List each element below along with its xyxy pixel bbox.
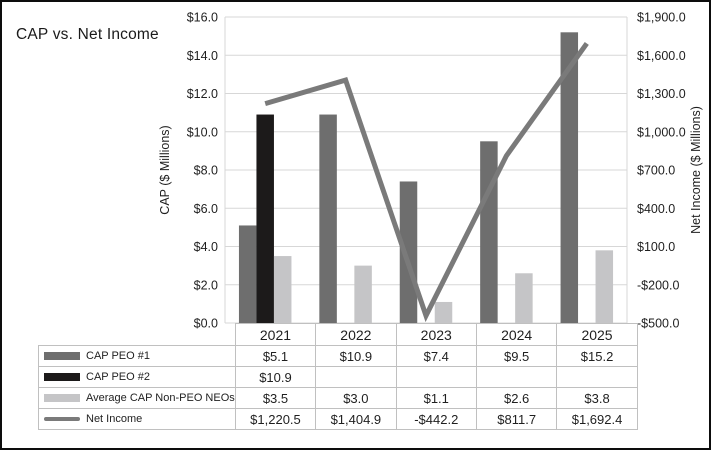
bar-average-cap-non-peo-neos-2023	[434, 301, 453, 323]
row-label: CAP PEO #1	[38, 345, 236, 367]
bar-average-cap-non-peo-neos-2022	[354, 265, 372, 323]
table-row: CAP PEO #1 $5.1 $10.9 $7.4 $9.5 $15.2	[38, 345, 638, 367]
table-cell: $811.7	[475, 408, 558, 430]
table-corner-spacer	[39, 324, 236, 346]
bar-cap-peo-1-2024	[480, 141, 498, 323]
table-cell: $10.9	[315, 345, 397, 367]
right-axis-tick: $1,600.0	[637, 49, 686, 63]
bar-cap-peo-1-2022	[319, 114, 337, 323]
right-axis-tick: $1,900.0	[637, 11, 686, 25]
right-axis-tick: -$200.0	[637, 278, 679, 292]
left-axis-tick: $8.0	[194, 164, 218, 178]
left-axis-tick: $14.0	[187, 49, 218, 63]
left-axis-tick: $4.0	[194, 240, 218, 254]
table-cell: $15.2	[556, 345, 638, 367]
left-axis-tick: $6.0	[194, 202, 218, 216]
table-header-cell: 2022	[315, 323, 397, 346]
table-cell: $10.9	[234, 366, 317, 388]
table-cell	[315, 366, 397, 388]
bar-average-cap-non-peo-neos-2021	[273, 256, 292, 323]
series-name: CAP PEO #1	[86, 350, 150, 363]
left-axis-tick: $2.0	[194, 278, 218, 292]
table-header-cell: 2024	[475, 323, 558, 346]
legend-swatch-line	[44, 417, 80, 422]
right-axis-tick: $100.0	[637, 240, 675, 254]
table-row: Average CAP Non-PEO NEOs $3.5 $3.0 $1.1 $2.6…	[38, 387, 638, 409]
table-cell: $3.0	[315, 387, 397, 409]
bar-cap-peo-1-2025	[560, 32, 579, 324]
series-name: Net Income	[86, 413, 143, 426]
table-row: CAP PEO #2 $10.9	[38, 366, 638, 388]
table-cell: $9.5	[475, 345, 558, 367]
row-label: CAP PEO #2	[38, 366, 236, 388]
table-row: Net Income $1,220.5 $1,404.9 -$442.2 $811.7 $…	[38, 408, 638, 430]
right-axis-tick: $700.0	[637, 164, 675, 178]
left-axis-tick: $16.0	[187, 11, 218, 25]
table-header-cell: 2023	[395, 323, 477, 346]
net-income-line	[264, 42, 589, 323]
data-table: 2021 2022 2023 2024 2025 CAP PEO #1 $5.1 $10.9 $…	[38, 323, 638, 430]
table-cell: $1,220.5	[234, 408, 317, 430]
table-cell: -$442.2	[395, 408, 477, 430]
table-cell: $1,692.4	[556, 408, 638, 430]
right-axis-tick: $400.0	[637, 202, 675, 216]
table-cell: $3.5	[234, 387, 317, 409]
legend-swatch-bar	[44, 373, 80, 382]
table-cell: $3.8	[556, 387, 638, 409]
series-name: Average CAP Non-PEO NEOs	[86, 392, 235, 405]
table-header-cell: 2021	[234, 323, 317, 346]
table-cell: $7.4	[395, 345, 477, 367]
legend-swatch-bar	[44, 394, 80, 403]
right-axis-tick: -$500.0	[637, 317, 679, 331]
left-axis-label: CAP ($ Millions)	[158, 125, 172, 214]
table-cell	[475, 366, 558, 388]
left-axis-tick: $12.0	[187, 87, 218, 101]
legend-swatch-bar	[44, 352, 80, 361]
table-cell: $1.1	[395, 387, 477, 409]
chart-title: CAP vs. Net Income	[16, 26, 159, 43]
table-cell	[556, 366, 638, 388]
row-label: Average CAP Non-PEO NEOs	[38, 387, 236, 409]
right-axis-tick: $1,300.0	[637, 87, 686, 101]
left-axis-tick: $0.0	[194, 317, 218, 331]
table-cell: $1,404.9	[315, 408, 397, 430]
table-cell	[395, 366, 477, 388]
table-header-cell: 2025	[556, 323, 638, 346]
right-axis-tick: $1,000.0	[637, 125, 686, 139]
right-axis-label: Net Income ($ Millions)	[689, 106, 703, 234]
table-cell: $2.6	[475, 387, 558, 409]
left-axis-tick: $10.0	[187, 125, 218, 139]
bar-cap-peo-1-2021	[238, 225, 257, 323]
series-name: CAP PEO #2	[86, 371, 150, 384]
bar-cap-peo-1-2023	[399, 181, 418, 323]
bar-average-cap-non-peo-neos-2024	[515, 273, 533, 323]
table-cell: $5.1	[234, 345, 317, 367]
row-label: Net Income	[38, 408, 236, 430]
bar-cap-peo-2-2021	[256, 114, 274, 323]
bar-average-cap-non-peo-neos-2025	[595, 250, 614, 323]
